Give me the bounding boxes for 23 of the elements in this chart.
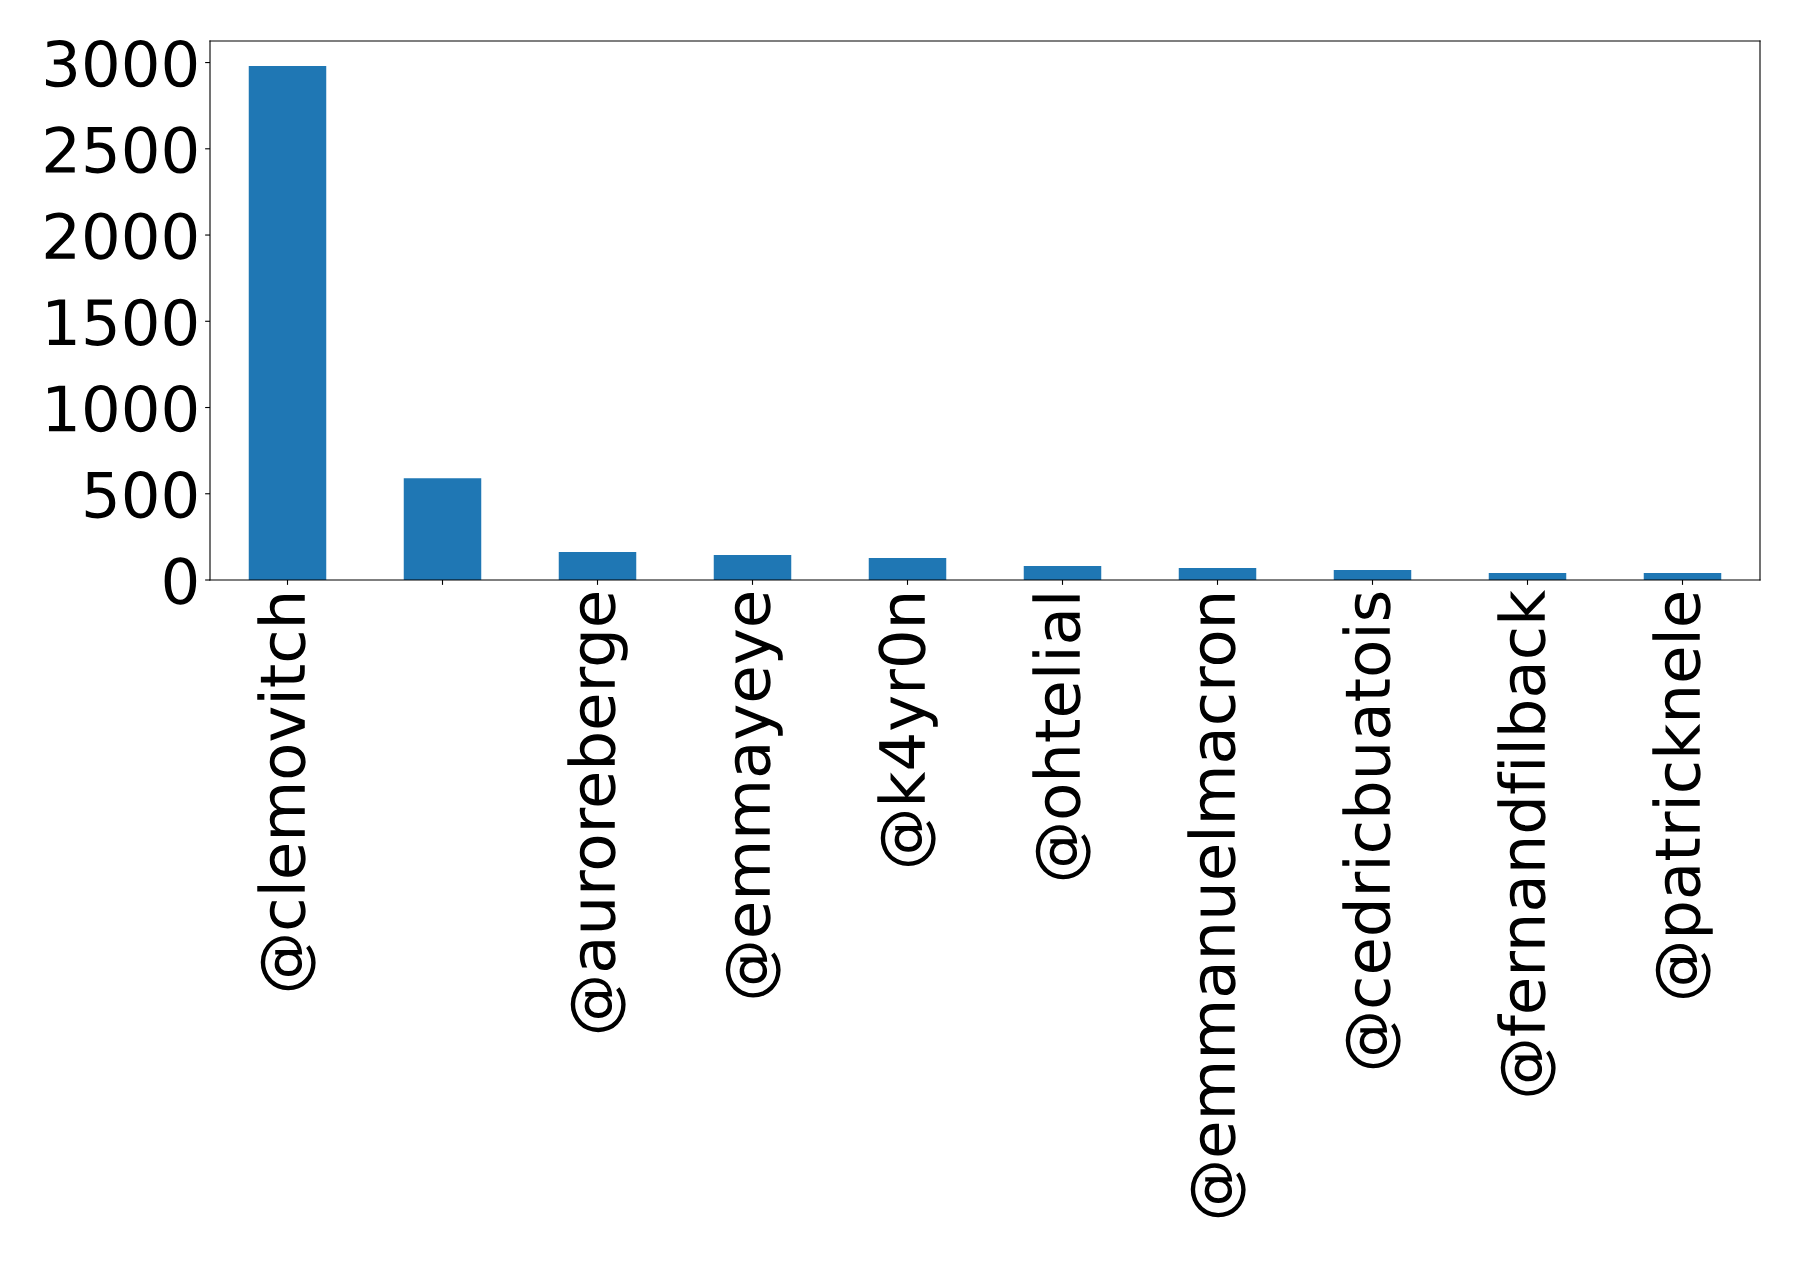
y-tick-label: 2500 — [45, 126, 197, 174]
bar — [248, 66, 327, 580]
x-tick-label: @patricknele — [1652, 593, 1713, 999]
x-tick-label: @fernandfilback — [1497, 589, 1556, 1096]
x-tick-label: @cedricbuatois — [1342, 592, 1401, 1069]
bar — [558, 551, 637, 580]
y-tick-label: 1500 — [48, 298, 197, 346]
y-tick-label: 500 — [85, 471, 197, 519]
y-tick-label: 2000 — [45, 212, 197, 260]
bar — [713, 554, 792, 580]
bar — [1023, 566, 1102, 580]
x-tick-label: @emmayeye — [725, 593, 783, 998]
x-tick-label: @emmanuelmacron — [1187, 595, 1246, 1218]
y-tick-label: 0 — [164, 557, 197, 605]
bar — [868, 557, 947, 580]
x-tick-label: @k4yr0n — [877, 595, 938, 867]
y-tick-label: 3000 — [45, 39, 197, 88]
bar — [403, 478, 482, 580]
bar — [1178, 567, 1257, 580]
y-tick-label: 1000 — [48, 384, 197, 433]
x-tick-label: @auroreberge — [567, 593, 628, 1033]
x-tick-label: @clemovitch — [257, 595, 316, 991]
x-tick-label: @ohtelial — [1032, 595, 1091, 880]
